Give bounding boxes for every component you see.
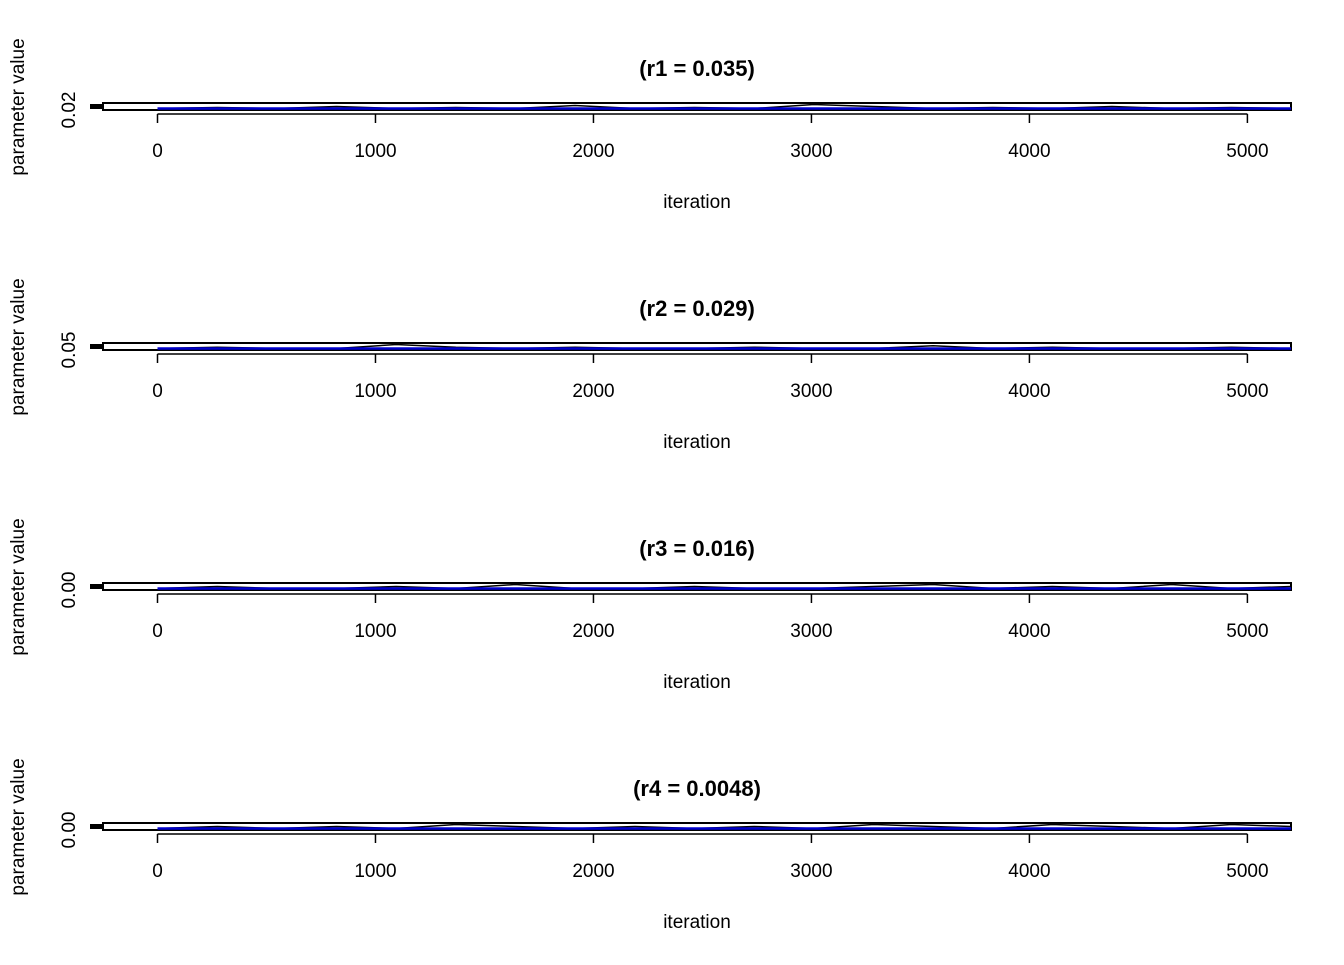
- trace-panel-r4: (r4 = 0.0048) iteration parameter value …: [0, 720, 1344, 960]
- x-tick-label: 2000: [572, 141, 614, 162]
- x-tick-label: 3000: [790, 381, 832, 402]
- x-tick-label: 1000: [354, 621, 396, 642]
- x-tick-label: 3000: [790, 141, 832, 162]
- trace-panel-r2: (r2 = 0.029) iteration parameter value 0…: [0, 240, 1344, 480]
- x-axis-label: iteration: [663, 912, 731, 933]
- y-axis-label: parameter value: [8, 758, 29, 895]
- x-tick-label: 1000: [354, 861, 396, 882]
- trace-plot-r3: (r3 = 0.016) iteration parameter value 0…: [8, 518, 1292, 693]
- x-tick-label: 4000: [1008, 381, 1050, 402]
- x-tick-label: 5000: [1226, 141, 1268, 162]
- x-tick-label: 3000: [790, 861, 832, 882]
- trace-panel-r1: (r1 = 0.035) iteration parameter value 0…: [0, 0, 1344, 240]
- x-tick-label: 3000: [790, 621, 832, 642]
- y-tick-label: 0.00: [59, 572, 80, 609]
- y-axis-label: parameter value: [8, 278, 29, 415]
- y-axis-label: parameter value: [8, 518, 29, 655]
- x-axis: 0 1000 2000 3000 4000 5000: [152, 381, 1268, 402]
- trace-plot-r4: (r4 = 0.0048) iteration parameter value …: [8, 758, 1292, 933]
- x-tick-label: 0: [152, 141, 163, 162]
- y-axis-label: parameter value: [8, 38, 29, 175]
- x-tick-label: 0: [152, 861, 163, 882]
- trace-panel-r3: (r3 = 0.016) iteration parameter value 0…: [0, 480, 1344, 720]
- x-axis-label: iteration: [663, 432, 731, 453]
- x-tick-label: 2000: [572, 861, 614, 882]
- y-tick-label: 0.00: [59, 812, 80, 849]
- x-tick-label: 4000: [1008, 141, 1050, 162]
- x-axis: 0 1000 2000 3000 4000 5000: [152, 141, 1268, 162]
- x-axis: 0 1000 2000 3000 4000 5000: [152, 861, 1268, 882]
- y-tick-label: 0.05: [59, 332, 80, 369]
- x-tick-label: 1000: [354, 141, 396, 162]
- x-axis-label: iteration: [663, 672, 731, 693]
- x-tick-label: 4000: [1008, 861, 1050, 882]
- y-tick-label: 0.02: [59, 92, 80, 129]
- chart-title: (r2 = 0.029): [639, 296, 755, 321]
- x-tick-label: 1000: [354, 381, 396, 402]
- x-tick-label: 5000: [1226, 381, 1268, 402]
- x-axis: 0 1000 2000 3000 4000 5000: [152, 621, 1268, 642]
- chart-title: (r1 = 0.035): [639, 56, 755, 81]
- x-tick-label: 5000: [1226, 861, 1268, 882]
- x-tick-label: 4000: [1008, 621, 1050, 642]
- trace-plot-r1: (r1 = 0.035) iteration parameter value 0…: [8, 38, 1292, 213]
- x-axis-label: iteration: [663, 192, 731, 213]
- x-tick-label: 2000: [572, 621, 614, 642]
- trace-plot-r2: (r2 = 0.029) iteration parameter value 0…: [8, 278, 1292, 453]
- chart-title: (r3 = 0.016): [639, 536, 755, 561]
- x-tick-label: 0: [152, 381, 163, 402]
- x-tick-label: 2000: [572, 381, 614, 402]
- x-tick-label: 5000: [1226, 621, 1268, 642]
- x-tick-label: 0: [152, 621, 163, 642]
- chart-title: (r4 = 0.0048): [633, 776, 761, 801]
